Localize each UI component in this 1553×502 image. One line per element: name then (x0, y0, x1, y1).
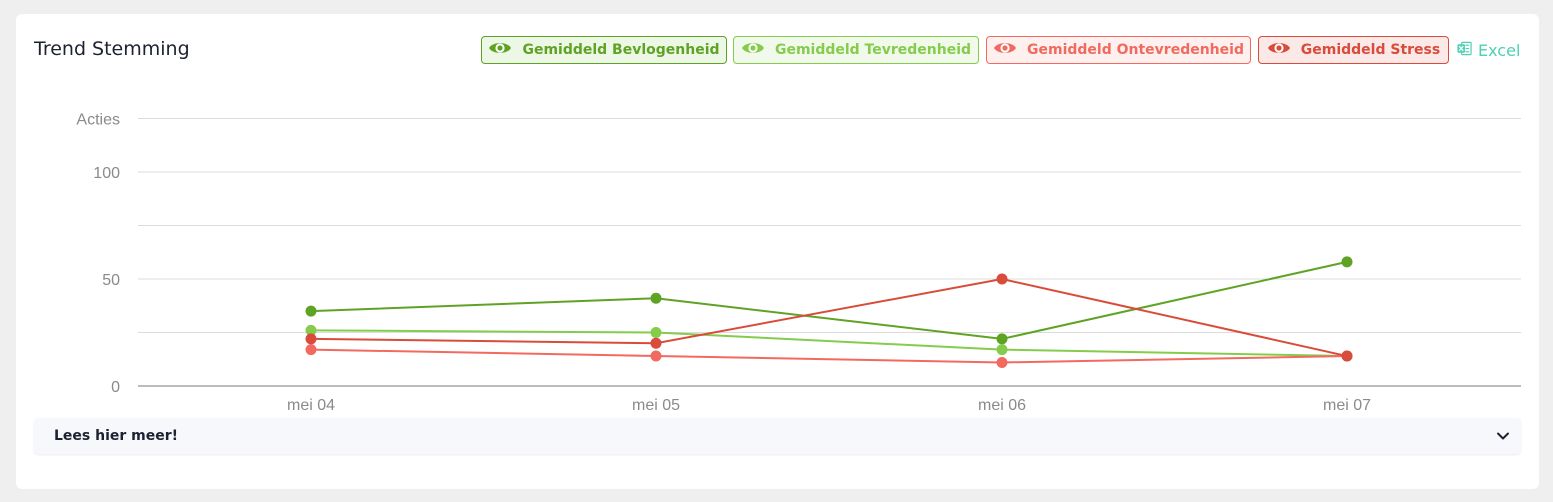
read-more-accordion[interactable]: Lees hier meer! (34, 418, 1521, 454)
excel-export-button[interactable]: Excel (1457, 38, 1520, 62)
x-tick-label: mei 04 (287, 397, 335, 414)
data-point-s4-2 (650, 337, 662, 349)
read-more-label: Lees hier meer! (54, 428, 179, 444)
data-point-s3-2 (650, 350, 662, 362)
eye-icon (741, 39, 765, 61)
eye-icon (488, 39, 512, 61)
legend-label: Gemiddeld Stress (1300, 42, 1441, 58)
data-point-s2-1 (305, 324, 317, 336)
series-line-4 (310, 277, 1348, 358)
y-tick-label: 50 (102, 272, 120, 289)
chevron-down-icon (1495, 428, 1511, 444)
legend-label: Gemiddeld Ontevredenheid (1027, 42, 1244, 58)
eye-icon (1267, 39, 1291, 61)
data-point-s3-1 (305, 344, 317, 356)
legend-toggle-3[interactable]: Gemiddeld Ontevredenheid (986, 36, 1251, 64)
series-line-2 (310, 329, 1348, 358)
x-tick-label: mei 05 (632, 397, 680, 414)
series-line-1 (310, 260, 1348, 340)
legend-label: Gemiddeld Bevlogenheid (522, 42, 720, 58)
data-point-s1-1 (305, 305, 317, 317)
trend-card: Trend Stemming Gemiddeld Bevlogenheid Gem… (16, 14, 1539, 489)
line-chart: Acties 0 50 100 mei 04 mei 05 mei 06 mei 07 (76, 112, 1521, 414)
legend-toggle-2[interactable]: Gemiddeld Tevredenheid (733, 36, 979, 64)
excel-icon (1457, 41, 1472, 60)
legend-toggle-4[interactable]: Gemiddeld Stress (1258, 36, 1449, 64)
data-point-s4-3 (996, 273, 1008, 285)
data-point-s3-3 (996, 356, 1008, 368)
data-point-s2-2 (650, 327, 662, 338)
x-tick-label: mei 07 (1323, 397, 1371, 414)
series-line-3 (310, 348, 1348, 364)
y-tick-label: 100 (93, 165, 120, 182)
legend-toggle-1[interactable]: Gemiddeld Bevlogenheid (481, 36, 727, 64)
data-point-s1-4 (1341, 256, 1353, 268)
excel-label: Excel (1478, 40, 1521, 60)
data-point-s1-3 (996, 333, 1008, 345)
y-tick-label: 0 (111, 379, 120, 396)
y-axis-label: Acties (76, 112, 120, 129)
data-point-s4-1 (305, 333, 317, 345)
data-point-s4-4 (1341, 350, 1353, 362)
card-title: Trend Stemming (34, 38, 190, 60)
x-tick-label: mei 06 (978, 397, 1026, 414)
legend-label: Gemiddeld Tevredenheid (774, 42, 972, 58)
data-point-s2-3 (996, 344, 1008, 356)
data-point-s1-2 (650, 292, 662, 304)
eye-icon (993, 39, 1017, 61)
